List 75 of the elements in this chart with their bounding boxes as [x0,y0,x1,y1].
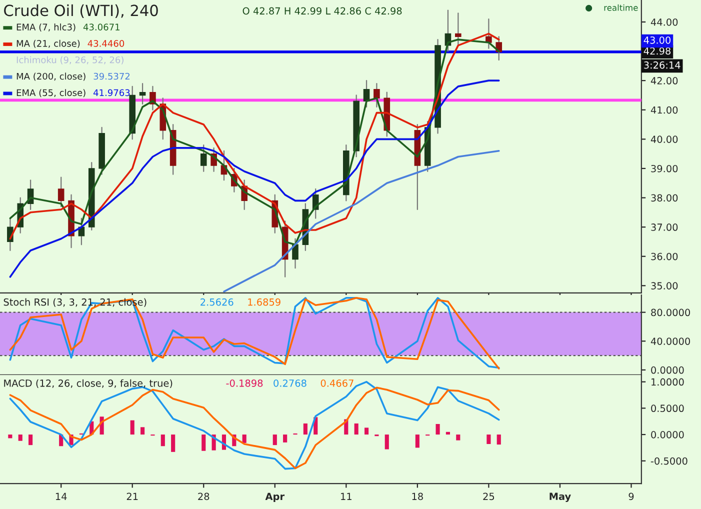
x-tick-label: 14 [56,492,67,500]
x-tick-label: Apr [265,492,285,502]
annotation: 43.0671 [83,24,120,30]
y-tick-label: 36.00 [651,252,678,260]
bar [160,434,165,446]
y-tick-label: 39.00 [651,164,678,172]
y-tick-label: 37.00 [651,224,678,231]
bar [456,434,460,440]
x-tick-label: 11 [341,492,352,500]
y-tick-label: 40.00 [650,136,678,143]
bar [415,434,420,448]
bar [283,434,288,442]
ref-line-label: 42.98 [644,47,671,55]
bar [202,434,206,451]
bar [486,434,491,444]
y-tick-label: 42.00 [650,77,678,84]
bar [140,427,145,435]
chart-title: Crude Oil (WTI), 240 [4,4,158,18]
bar [446,432,450,435]
annotation: -0.1898 [226,379,263,387]
candlestick [455,12,462,46]
y-tick-label: -0.5000 [650,457,688,465]
annotation: 0.4667 [320,379,354,387]
x-tick-label: May [550,492,571,502]
legend-label: MA (200, close) [16,72,86,81]
y-tick-label: 41.00 [650,106,678,114]
x-tick-label: 9 [628,492,634,500]
chart-title: MACD (12, 26, close, 9, false, true) [4,379,172,388]
candlestick [58,176,64,208]
bar [303,423,308,435]
bar [496,434,501,445]
annotation: 2.5626 [200,298,234,306]
annotation: 41.9763 [93,89,130,96]
x-tick-label: 25 [483,492,494,500]
annotation: 0.2768 [274,379,306,387]
y-tick-label: 0.5000 [651,404,684,412]
annotation: realtime [604,4,638,11]
y-tick-label: 40.0000 [650,338,690,345]
y-tick-label: 0.0000 [651,431,684,438]
y-tick-label: 80.0000 [651,308,690,316]
x-tick-label: 21 [126,492,138,500]
annotation: Ichimoku (9, 26, 52, 26) [16,56,124,64]
legend-label: EMA (7, hlc3) [16,23,76,32]
y-tick-label: 38.00 [651,194,678,202]
annotation: 43.4460 [88,40,124,47]
text: 43.00 [644,36,671,44]
bar [18,434,22,441]
bar [354,423,358,435]
candlestick [292,238,298,269]
line-series [9,80,500,278]
y-tick-label: 1.0000 [652,378,684,386]
y-tick-label: 0.0000 [651,366,684,374]
bar [171,434,176,452]
y-tick-label: 44.00 [650,18,678,26]
bar [130,420,134,435]
bar [364,428,369,435]
candlestick [374,82,380,108]
y-tick-label: 35.00 [651,282,678,290]
bar [8,434,12,438]
x-tick-label: 18 [412,492,423,500]
candlestick [139,82,146,105]
legend-label: EMA (55, close) [16,89,86,98]
text: 3:26:14 [644,61,680,69]
bar [28,434,33,446]
annotation: 39.5372 [94,72,130,80]
line-series [223,150,500,292]
legend-label: MA (21, close) [16,40,80,48]
bar [384,434,389,450]
bar [272,434,277,446]
bar [436,424,440,435]
bar [242,434,246,443]
x-tick-label: 28 [198,492,210,500]
candlestick [200,144,207,172]
text: O 42.87 H 42.99 L 42.86 C 42.98 [242,7,402,15]
annotation: 1.6859 [248,298,280,306]
